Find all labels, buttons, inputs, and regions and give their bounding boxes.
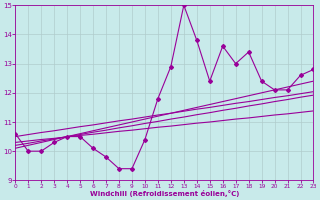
X-axis label: Windchill (Refroidissement éolien,°C): Windchill (Refroidissement éolien,°C): [90, 190, 239, 197]
